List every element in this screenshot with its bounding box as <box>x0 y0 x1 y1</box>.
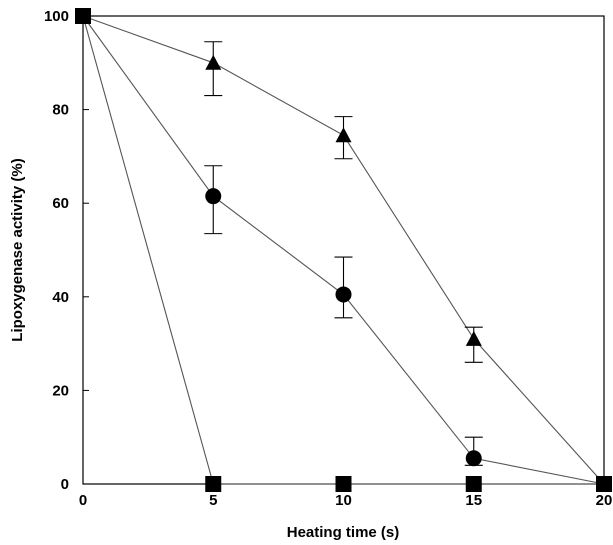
plot-frame <box>82 15 605 485</box>
data-point-square <box>75 8 91 24</box>
axis-ticks: 0 5 10 15 20 0 20 40 60 80 100 <box>44 8 612 509</box>
data-point-circle <box>205 188 222 205</box>
x-tick-label: 10 <box>335 492 352 509</box>
series-circle <box>75 8 612 492</box>
y-tick-label: 100 <box>44 8 69 25</box>
data-point-circle <box>465 450 482 467</box>
data-point-circle <box>335 286 352 303</box>
series-line <box>82 15 605 485</box>
x-tick-label: 15 <box>465 492 482 509</box>
y-tick-label: 20 <box>52 382 69 399</box>
y-axis-title: Lipoxygenase activity (%) <box>9 158 26 341</box>
data-point-square <box>465 476 482 492</box>
data-point-square <box>205 476 222 492</box>
data-point-triangle <box>335 127 352 143</box>
y-tick-label: 60 <box>52 195 69 212</box>
x-tick-label: 5 <box>209 492 217 509</box>
series-triangle <box>75 8 612 491</box>
series-layer <box>75 8 612 492</box>
series-line <box>82 15 605 485</box>
y-tick-label: 40 <box>52 289 69 306</box>
x-tick-label: 20 <box>596 492 613 509</box>
y-tick-label: 0 <box>61 476 69 493</box>
data-point-square <box>596 476 612 492</box>
data-point-square <box>335 476 352 492</box>
series-square <box>75 8 612 492</box>
x-axis-title: Heating time (s) <box>287 524 400 541</box>
y-tick-label: 80 <box>52 102 69 119</box>
data-point-triangle <box>205 54 222 70</box>
data-point-triangle <box>465 330 482 346</box>
series-line <box>82 15 604 485</box>
x-tick-label: 0 <box>79 492 87 509</box>
